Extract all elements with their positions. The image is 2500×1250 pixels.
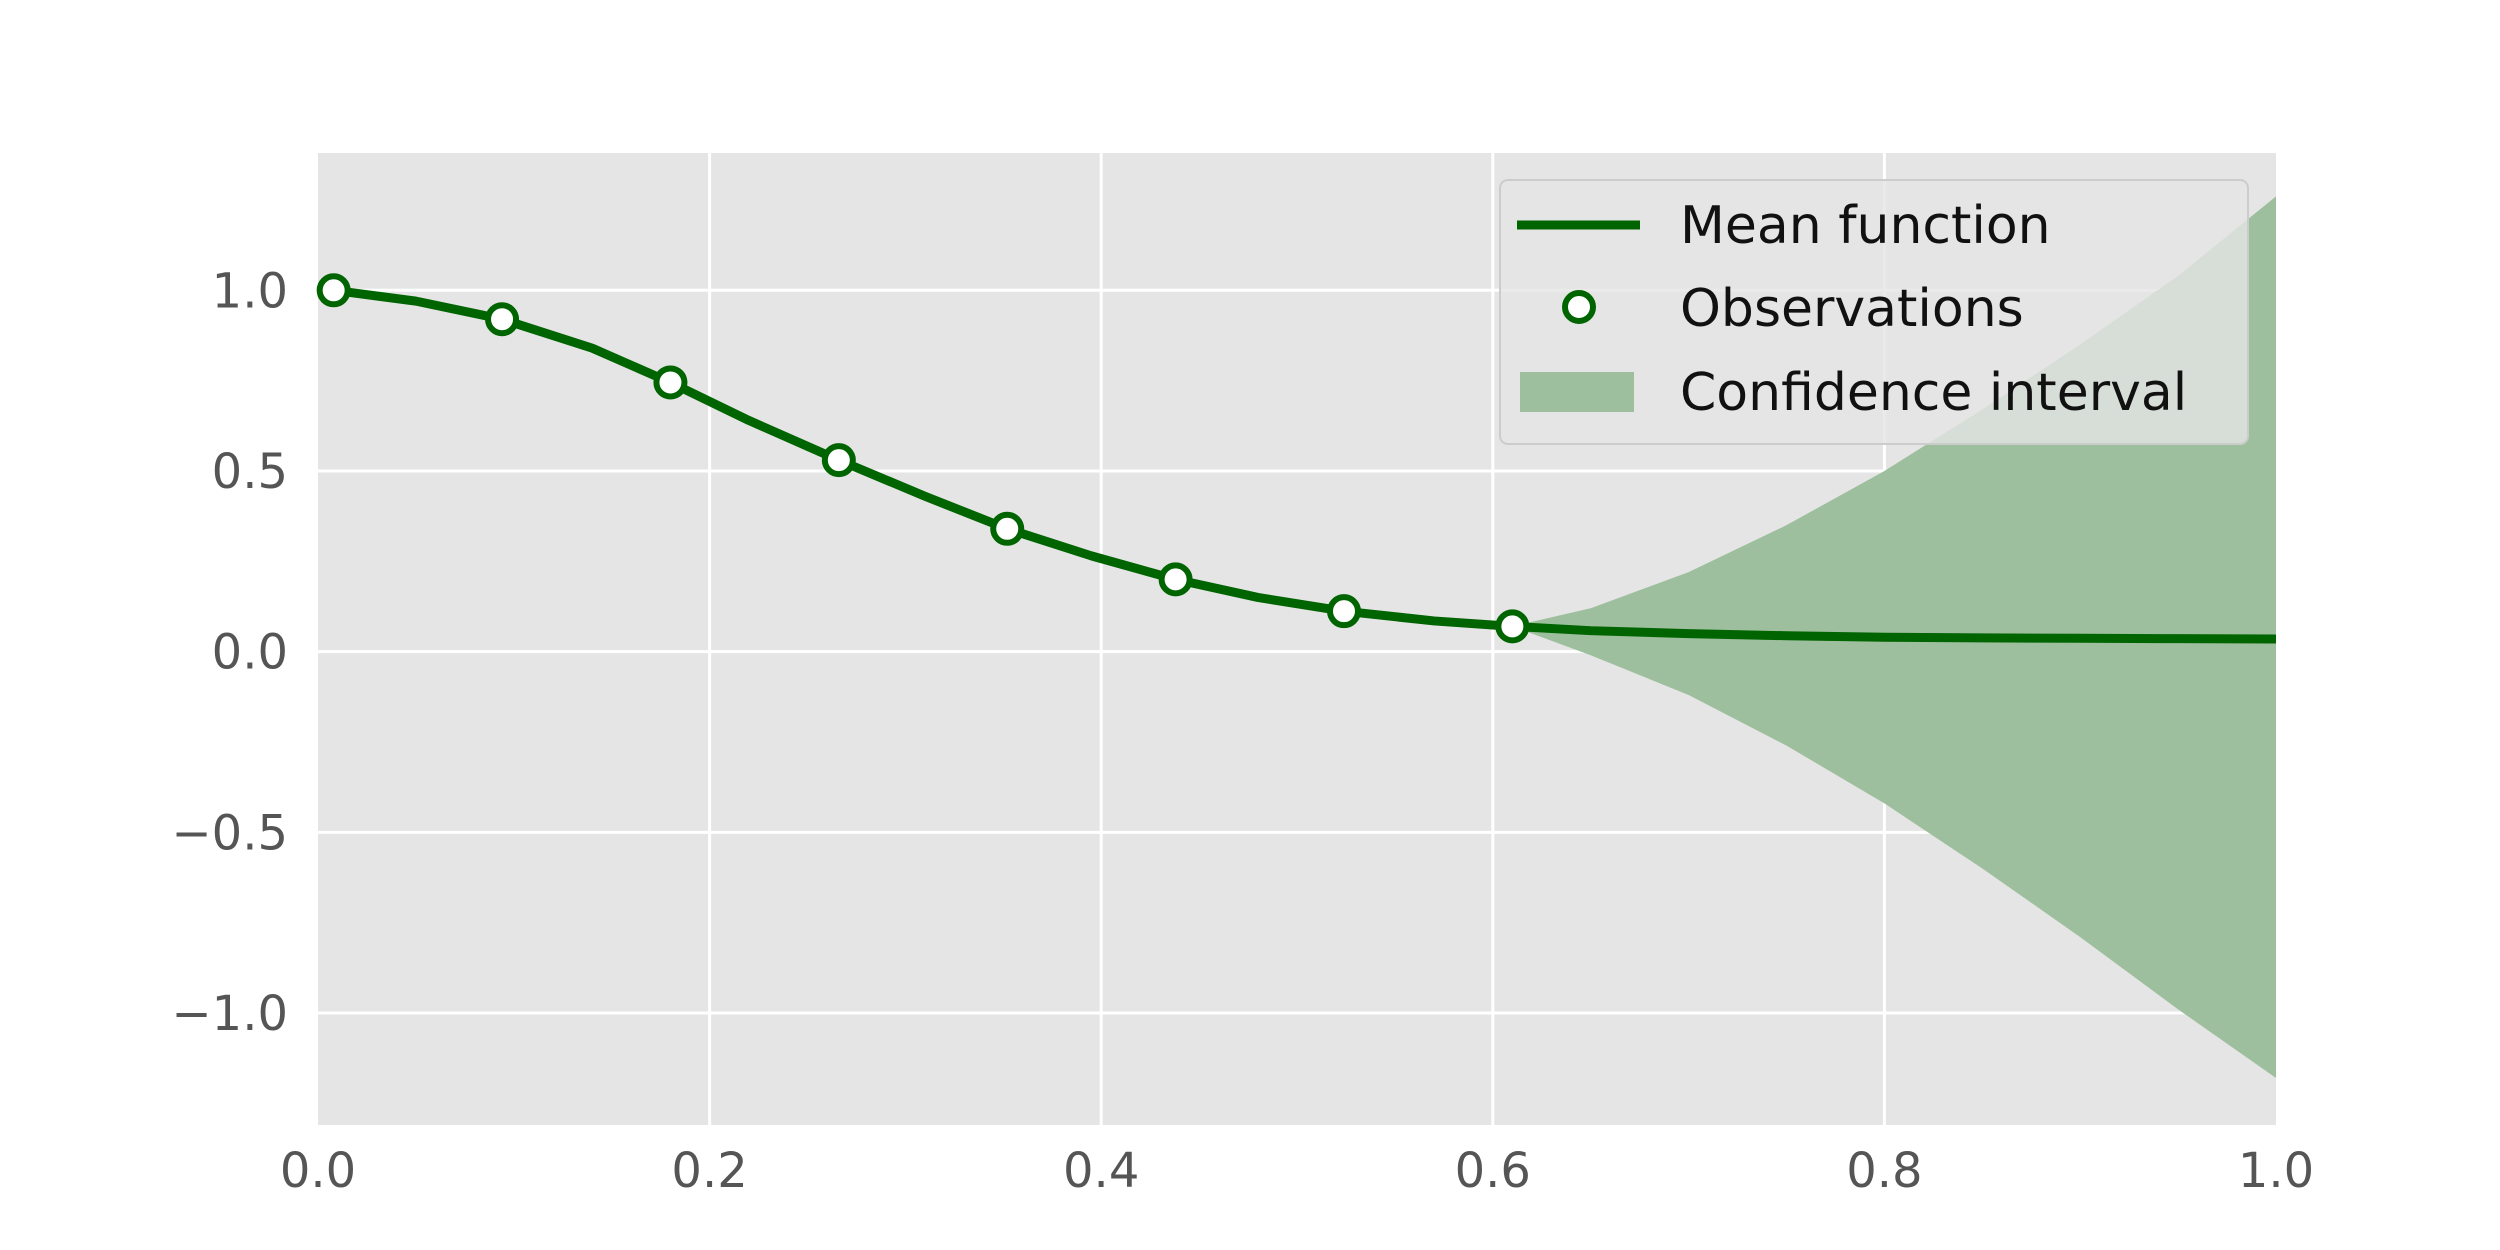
legend-label-mean: Mean function (1680, 196, 2051, 256)
y-tick-label-2: 0.0 (212, 625, 288, 681)
observation-point-4 (990, 511, 1025, 546)
x-axis-ticks: 0.0 0.2 0.4 0.6 0.8 1.0 (280, 1143, 2314, 1199)
mean-function-line (333, 285, 2277, 644)
observation-point-3 (821, 443, 856, 478)
y-axis-ticks: 1.0 0.5 0.0 −0.5 −1.0 (171, 263, 288, 1042)
x-tick-label-2: 0.4 (1063, 1143, 1139, 1199)
observation-point-1 (485, 302, 520, 337)
mean-line-layer (333, 285, 2277, 644)
observation-markers (316, 273, 1530, 644)
observation-point-7 (1495, 609, 1530, 644)
legend-band-swatch (1520, 372, 1634, 412)
observation-point-6 (1326, 594, 1361, 629)
y-tick-label-3: −0.5 (171, 805, 288, 861)
legend-box (1499, 179, 2249, 445)
x-tick-label-0: 0.0 (280, 1143, 356, 1199)
y-tick-label-0: 1.0 (212, 263, 288, 319)
x-tick-label-4: 0.8 (1846, 1143, 1922, 1199)
legend: Mean function Observations Confidence in… (1499, 179, 2249, 445)
x-tick-label-5: 1.0 (2238, 1143, 2314, 1199)
legend-label-confidence: Confidence interval (1680, 363, 2187, 423)
observation-point-2 (653, 365, 688, 400)
legend-label-observations: Observations (1680, 279, 2024, 339)
legend-marker-swatch (1562, 290, 1596, 324)
observation-point-5 (1158, 562, 1193, 597)
x-tick-label-3: 0.6 (1455, 1143, 1531, 1199)
observation-point-0 (316, 273, 351, 308)
y-tick-label-1: 0.5 (212, 444, 288, 500)
y-tick-label-4: −1.0 (171, 986, 288, 1042)
x-tick-label-1: 0.2 (671, 1143, 747, 1199)
